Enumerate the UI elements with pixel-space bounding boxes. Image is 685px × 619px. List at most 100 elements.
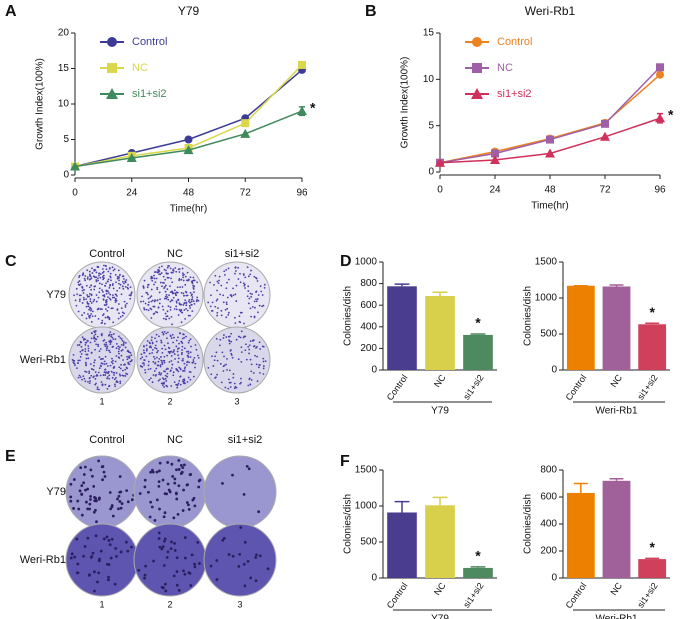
colony [97, 497, 101, 501]
colony [77, 281, 80, 284]
colony [186, 309, 189, 312]
dish [203, 261, 271, 329]
colony [166, 266, 169, 269]
colony [177, 298, 179, 301]
colony [197, 356, 200, 359]
colony [113, 582, 117, 586]
colony [80, 353, 83, 355]
x-axis-label: Y79 [431, 614, 449, 619]
colony [226, 357, 228, 360]
colony [177, 361, 180, 363]
colony [158, 469, 161, 473]
bar [602, 480, 631, 578]
colony [86, 507, 90, 511]
colony [98, 272, 100, 275]
colony [175, 345, 178, 348]
colony [148, 352, 151, 355]
colony [157, 484, 161, 488]
colony [197, 299, 200, 302]
colony [86, 295, 89, 298]
colony [227, 387, 230, 390]
colony [165, 555, 169, 559]
colony [182, 279, 185, 282]
colony [152, 559, 155, 563]
colony [141, 356, 144, 359]
bar [425, 505, 455, 578]
colony [186, 483, 190, 487]
colony [176, 368, 178, 371]
colony [177, 357, 180, 360]
colony [76, 362, 79, 364]
colony [91, 272, 94, 274]
y-tick-label: 0 [371, 365, 377, 376]
colony [156, 288, 159, 291]
colony [244, 287, 247, 289]
colony [93, 499, 97, 503]
y-tick-label: 1500 [355, 465, 378, 476]
colony [185, 364, 188, 366]
colony [89, 555, 93, 559]
y-tick-label: 200 [540, 546, 557, 557]
colony [116, 275, 119, 278]
colony [97, 343, 99, 346]
colony [153, 283, 155, 286]
row-label: Y79 [46, 486, 66, 498]
colony [110, 340, 113, 343]
colony [78, 374, 81, 377]
colony [245, 464, 249, 468]
colony [139, 357, 142, 360]
colony [172, 574, 176, 578]
colony [120, 349, 123, 352]
colony [156, 286, 159, 289]
colony [110, 537, 114, 541]
colony [233, 387, 236, 390]
colony [178, 366, 181, 369]
colony [192, 279, 195, 282]
colony [262, 357, 265, 360]
colony [89, 494, 93, 498]
colony [158, 371, 161, 374]
colony [185, 501, 189, 504]
colony [108, 377, 111, 380]
dish-number: 2 [167, 396, 172, 406]
colony [177, 468, 181, 471]
colony [172, 374, 175, 377]
x-tick-label: Control [564, 581, 589, 611]
colony [109, 556, 113, 560]
colony [230, 332, 233, 335]
colony [92, 376, 95, 379]
colony [163, 297, 166, 300]
colony [249, 292, 252, 295]
colony [217, 307, 219, 310]
colony [218, 279, 220, 282]
column-label: Control [89, 248, 124, 260]
colony [105, 362, 108, 365]
colony [190, 303, 193, 306]
y-tick-label: 10 [58, 99, 70, 110]
colony [84, 380, 87, 383]
colony [73, 555, 77, 559]
colony [129, 286, 132, 289]
colony [145, 355, 148, 358]
colony [144, 371, 147, 374]
colony [161, 305, 164, 308]
colony [107, 578, 110, 582]
colony [162, 317, 165, 320]
colony [111, 266, 114, 269]
colony [187, 300, 190, 303]
colony [179, 383, 182, 386]
x-tick-label: NC [608, 372, 624, 389]
colony [100, 322, 103, 325]
colony [182, 272, 184, 275]
colony [150, 346, 153, 349]
colony [115, 355, 118, 357]
colony [105, 341, 108, 344]
colony [111, 307, 114, 310]
colony [172, 371, 175, 374]
colony [98, 356, 101, 358]
colony [222, 536, 226, 540]
legend-label: Control [497, 36, 532, 48]
colony [78, 276, 80, 279]
colony [238, 315, 241, 318]
colony [94, 315, 97, 317]
